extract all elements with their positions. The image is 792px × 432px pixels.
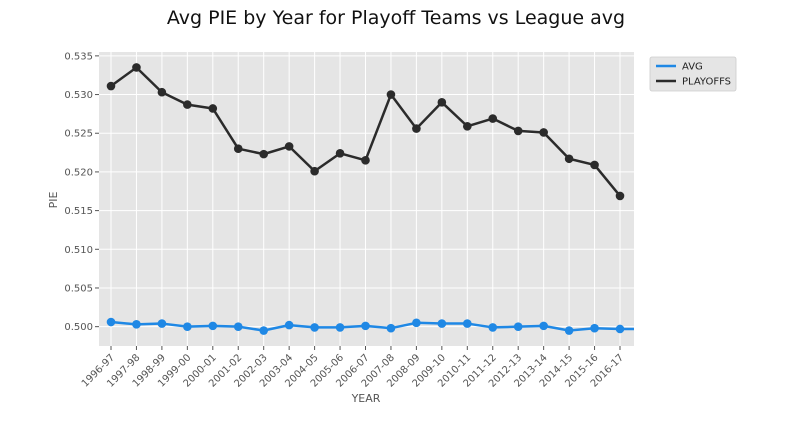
data-point-playoffs: [157, 87, 167, 97]
legend-label-playoffs: PLAYOFFS: [682, 77, 731, 88]
y-tick-label: 0.525: [64, 129, 93, 140]
data-point-playoffs: [513, 126, 523, 136]
chart-title: Avg PIE by Year for Playoff Teams vs Lea…: [167, 7, 625, 29]
data-point-playoffs: [132, 63, 141, 72]
data-point-avg: [590, 323, 599, 333]
data-point-avg: [284, 320, 294, 330]
data-point-avg: [463, 319, 472, 328]
data-point-playoffs: [590, 160, 599, 170]
data-point-avg: [437, 319, 447, 328]
y-tick-label: 0.535: [64, 51, 93, 62]
data-point-playoffs: [539, 128, 548, 137]
data-point-avg: [615, 324, 625, 334]
data-point-avg: [310, 323, 319, 332]
data-point-avg: [412, 318, 421, 328]
data-point-avg: [208, 321, 218, 331]
y-tick-label: 0.530: [64, 90, 93, 101]
data-point-playoffs: [386, 90, 396, 99]
x-axis: 1996-971997-981998-991999-002000-012001-…: [80, 346, 626, 390]
data-point-avg: [259, 326, 269, 335]
y-axis: 0.500 0.505 0.510 0.515 0.520 0.525 0.530 0.535: [64, 51, 99, 333]
y-tick-label: 0.500: [64, 322, 93, 333]
legend-label-avg: AVG: [682, 62, 703, 73]
y-axis-label: PIE: [47, 192, 60, 209]
data-point-playoffs: [310, 166, 319, 176]
data-point-avg: [132, 320, 141, 329]
data-point-playoffs: [335, 149, 345, 158]
data-point-avg: [183, 322, 192, 331]
data-point-playoffs: [233, 144, 243, 154]
data-point-playoffs: [488, 114, 498, 123]
data-point-avg: [539, 321, 548, 331]
data-point-avg: [157, 319, 167, 328]
y-tick-label: 0.515: [64, 206, 93, 217]
y-tick-label: 0.520: [64, 167, 93, 178]
series-layer: [106, 63, 634, 335]
data-point-avg: [335, 323, 345, 332]
data-point-playoffs: [361, 156, 370, 165]
data-point-avg: [386, 323, 396, 333]
data-point-playoffs: [208, 104, 218, 113]
data-point-playoffs: [284, 142, 294, 151]
series-line-avg: [110, 320, 634, 332]
data-point-avg: [106, 317, 116, 327]
data-point-playoffs: [259, 149, 269, 159]
data-point-playoffs: [412, 124, 421, 133]
y-tick-label: 0.510: [64, 245, 93, 256]
data-point-avg: [233, 322, 243, 331]
data-point-avg: [513, 322, 523, 331]
data-point-playoffs: [437, 97, 447, 107]
y-tick-label: 0.505: [64, 283, 93, 294]
x-axis-label: YEAR: [351, 392, 381, 405]
data-point-playoffs: [106, 81, 116, 91]
data-point-avg: [488, 323, 498, 332]
data-point-playoffs: [615, 191, 625, 201]
plot-area: [99, 52, 634, 346]
data-point-playoffs: [183, 100, 192, 109]
legend: AVG PLAYOFFS: [649, 56, 737, 92]
data-point-avg: [564, 326, 574, 335]
series-avg: [106, 317, 634, 335]
data-point-avg: [361, 321, 370, 331]
data-point-playoffs: [564, 154, 574, 164]
data-point-playoffs: [463, 121, 472, 131]
series-playoffs: [106, 63, 625, 201]
